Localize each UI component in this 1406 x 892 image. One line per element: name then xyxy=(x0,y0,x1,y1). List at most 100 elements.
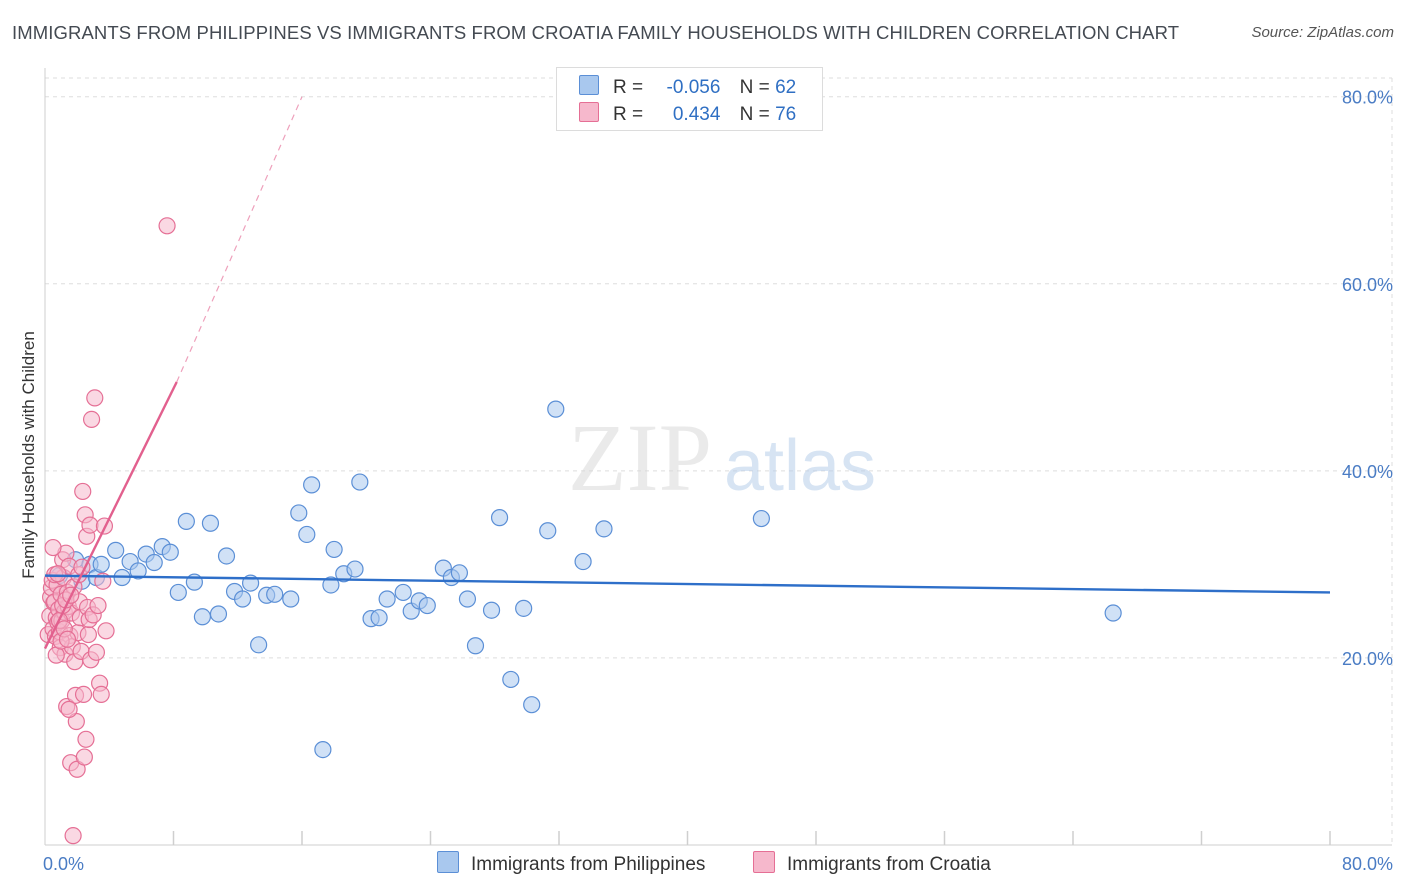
point-croatia xyxy=(75,748,93,766)
legend-swatch-pink xyxy=(579,102,599,122)
point-philippines xyxy=(752,509,770,528)
correlation-legend: R = -0.056 N = 62 R = 0.434 N = 76 xyxy=(556,67,823,131)
point-croatia xyxy=(64,827,82,845)
source-label: Source: ZipAtlas.com xyxy=(1251,24,1394,41)
x-tick-label-min: 0.0% xyxy=(43,854,84,874)
point-philippines xyxy=(502,670,520,689)
point-philippines xyxy=(145,553,163,572)
legend-row-croatia: R = 0.434 N = 76 xyxy=(579,102,796,126)
legend-swatch-blue xyxy=(579,75,599,95)
point-philippines xyxy=(314,740,332,759)
legend-r-value: 0.434 xyxy=(672,104,721,125)
point-philippines xyxy=(490,509,509,527)
series-swatch-blue xyxy=(437,851,459,873)
point-philippines xyxy=(290,504,308,522)
point-philippines xyxy=(129,562,147,580)
legend-n-label: N = xyxy=(739,77,770,98)
y-tick-label: 80.0% xyxy=(1342,88,1393,108)
point-philippines xyxy=(418,596,436,615)
point-croatia xyxy=(58,630,77,648)
point-philippines xyxy=(482,601,501,619)
point-philippines xyxy=(209,605,228,623)
point-croatia xyxy=(82,410,101,429)
series-legend-philippines: Immigrants from Philippines xyxy=(437,851,705,876)
trendline-croatia xyxy=(43,381,178,650)
point-philippines xyxy=(378,590,396,608)
point-philippines xyxy=(547,400,565,418)
point-croatia xyxy=(86,389,104,407)
point-croatia xyxy=(89,596,107,615)
point-croatia xyxy=(79,625,97,644)
point-philippines xyxy=(515,599,533,617)
point-croatia xyxy=(87,643,106,661)
gridlines xyxy=(45,77,1393,845)
point-philippines xyxy=(177,512,195,530)
data-points xyxy=(39,217,1122,845)
point-croatia xyxy=(97,622,115,640)
point-philippines xyxy=(523,696,541,714)
point-croatia xyxy=(44,538,62,557)
point-philippines xyxy=(266,585,284,603)
chart-title: IMMIGRANTS FROM PHILIPPINES VS IMMIGRANT… xyxy=(12,22,1180,43)
series-name-croatia: Immigrants from Croatia xyxy=(787,854,991,875)
point-philippines xyxy=(1104,604,1122,622)
point-philippines xyxy=(539,522,557,540)
x-tick-label-max: 80.0% xyxy=(1342,854,1393,874)
point-philippines xyxy=(233,590,252,608)
point-philippines xyxy=(450,564,469,582)
point-philippines xyxy=(595,520,613,538)
point-philippines xyxy=(466,637,485,655)
legend-n-label: N = xyxy=(739,104,770,125)
point-philippines xyxy=(250,636,268,654)
trendline-croatia-extension xyxy=(176,96,303,383)
point-philippines xyxy=(298,525,316,544)
tick-labels: 20.0% 40.0% 60.0% 80.0% 0.0% 80.0% xyxy=(43,88,1393,874)
axes xyxy=(44,68,1392,846)
point-philippines xyxy=(351,473,369,491)
legend-r-label: R = xyxy=(613,77,644,98)
point-croatia xyxy=(49,565,67,583)
point-philippines xyxy=(161,543,179,561)
series-name-philippines: Immigrants from Philippines xyxy=(471,854,706,875)
watermark-atlas: atlas xyxy=(724,426,876,506)
y-axis-label: Family Households with Children xyxy=(19,331,38,579)
point-philippines xyxy=(370,609,388,627)
point-philippines xyxy=(169,583,187,602)
y-tick-label: 60.0% xyxy=(1342,275,1393,295)
point-philippines xyxy=(574,552,592,571)
series-legend-croatia: Immigrants from Croatia xyxy=(753,851,991,876)
point-croatia xyxy=(60,700,78,718)
point-philippines xyxy=(325,540,343,559)
legend-r-label: R = xyxy=(613,104,644,125)
point-croatia xyxy=(74,482,92,501)
legend-row-philippines: R = -0.056 N = 62 xyxy=(579,75,796,99)
point-philippines xyxy=(394,583,412,602)
y-tick-label: 40.0% xyxy=(1342,462,1393,482)
point-philippines xyxy=(92,555,110,573)
legend-n-value: 76 xyxy=(775,104,797,125)
series-swatch-pink xyxy=(753,851,775,873)
point-philippines xyxy=(458,590,477,608)
point-philippines xyxy=(193,608,212,626)
series-legend: Immigrants from Philippines Immigrants f… xyxy=(0,851,1406,879)
point-croatia xyxy=(81,516,99,534)
point-philippines xyxy=(217,547,236,565)
point-philippines xyxy=(346,560,364,578)
point-croatia xyxy=(158,217,176,235)
trend-lines xyxy=(43,96,1331,650)
legend-n-value: 62 xyxy=(775,77,797,98)
watermark: ZIP atlas xyxy=(568,404,876,511)
trendline-philippines xyxy=(44,574,1331,594)
watermark-zip: ZIP xyxy=(568,404,712,511)
point-philippines xyxy=(303,476,321,494)
point-philippines xyxy=(322,576,340,594)
legend-r-value: -0.056 xyxy=(666,77,721,98)
point-philippines xyxy=(107,541,125,559)
point-philippines xyxy=(201,514,220,532)
point-croatia xyxy=(92,685,110,704)
point-croatia xyxy=(77,730,95,748)
point-croatia xyxy=(74,685,93,704)
point-philippines xyxy=(282,590,300,608)
y-tick-label: 20.0% xyxy=(1342,649,1393,669)
